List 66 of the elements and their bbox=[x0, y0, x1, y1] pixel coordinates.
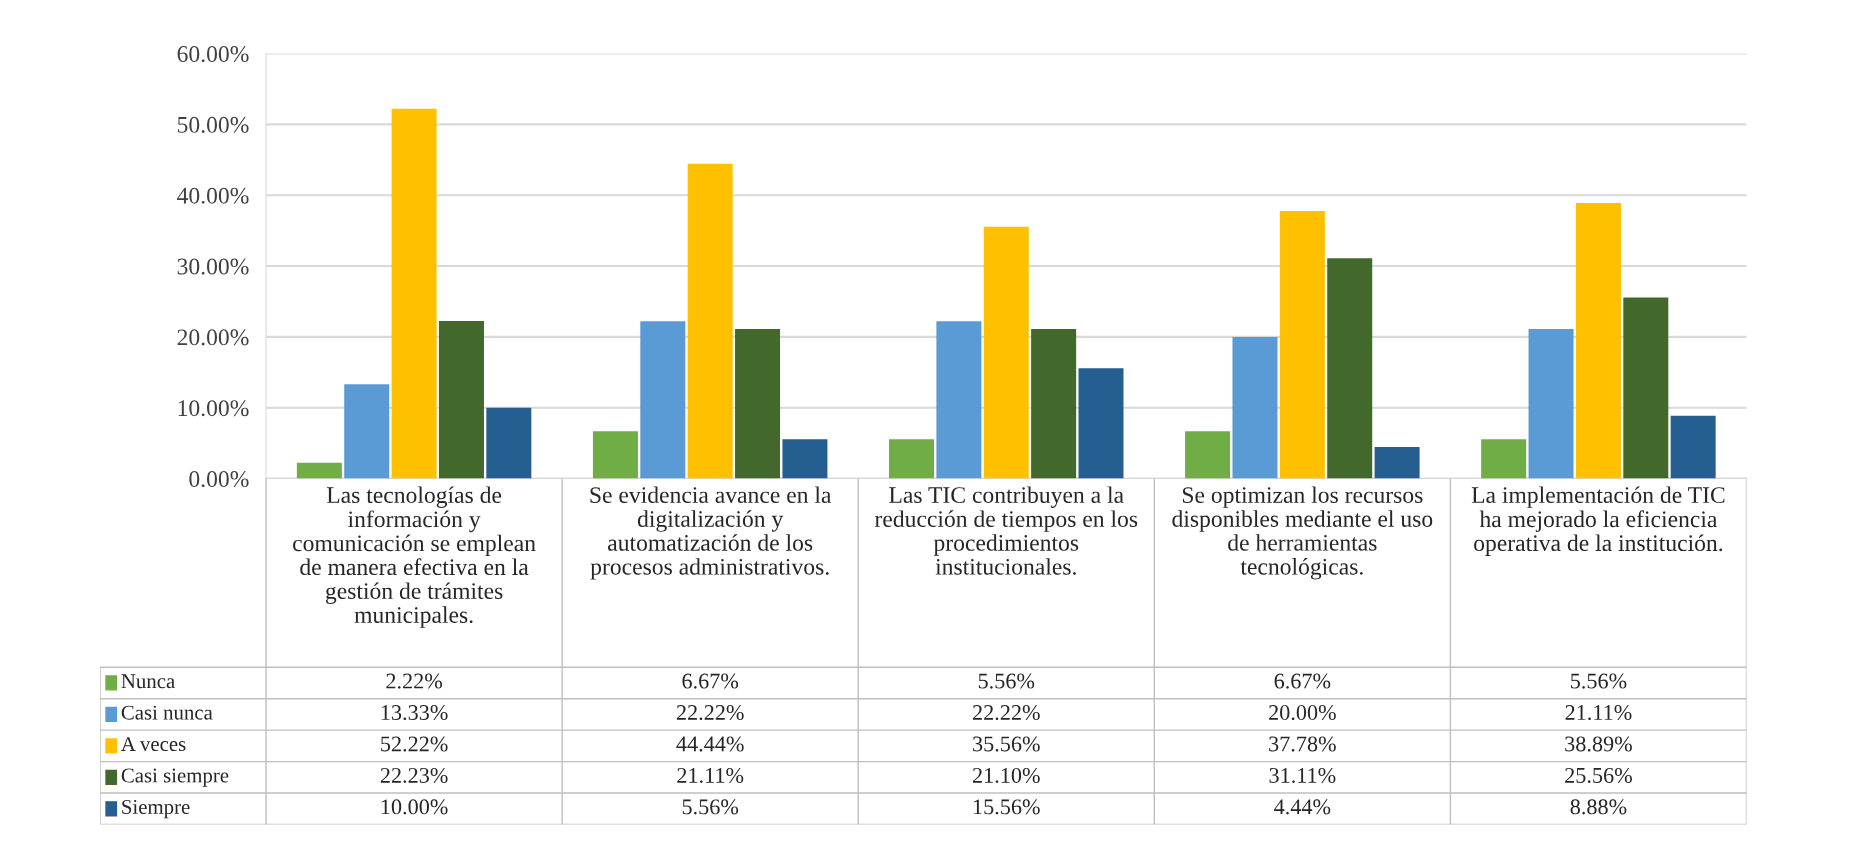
y-tick-label: 30.00% bbox=[177, 258, 249, 275]
data-label: 35.56% bbox=[973, 736, 1040, 752]
data-label: 21.11% bbox=[677, 767, 744, 783]
bar bbox=[391, 108, 437, 479]
y-tick-label: 60.00% bbox=[177, 46, 249, 63]
data-label: 25.56% bbox=[1565, 767, 1632, 783]
bar bbox=[1327, 258, 1373, 479]
data-label: 6.67% bbox=[682, 673, 739, 689]
data-label: 20.00% bbox=[1269, 704, 1336, 721]
bar bbox=[1528, 329, 1574, 479]
data-label: 52.22% bbox=[381, 736, 448, 752]
bar bbox=[1185, 431, 1231, 479]
legend-label: Casi siempre bbox=[121, 768, 229, 787]
data-label: 31.11% bbox=[1269, 767, 1336, 783]
bar bbox=[889, 439, 935, 479]
data-label: 22.23% bbox=[380, 767, 448, 783]
bar bbox=[438, 321, 484, 479]
x-tick-label: Se evidencia avance en la digitalización y automatización de los procesos administrativos. bbox=[590, 486, 832, 580]
legend-label: A veces bbox=[121, 737, 186, 752]
data-label: 38.89% bbox=[1565, 736, 1632, 752]
bar bbox=[1078, 368, 1124, 479]
data-label: 6.67% bbox=[1274, 673, 1331, 689]
bar bbox=[1031, 329, 1077, 479]
bar bbox=[344, 384, 390, 479]
bar bbox=[735, 329, 781, 479]
bar bbox=[983, 226, 1029, 479]
y-tick-label: 20.00% bbox=[177, 329, 249, 346]
bar bbox=[1670, 415, 1716, 479]
data-label: 21.10% bbox=[972, 767, 1040, 783]
x-tick-label: Las TIC contribuyen a la reducción de tiempos en los procedimientos institucionales. bbox=[874, 486, 1138, 575]
bar bbox=[687, 163, 733, 479]
bar bbox=[1374, 447, 1420, 479]
data-label: 5.56% bbox=[1571, 673, 1627, 689]
y-tick-label: 50.00% bbox=[177, 116, 249, 133]
bar bbox=[1623, 297, 1669, 479]
y-tick-label: 40.00% bbox=[177, 187, 249, 204]
data-label: 4.44% bbox=[1274, 799, 1331, 815]
data-label: 21.11% bbox=[1565, 704, 1632, 721]
x-tick-label: Las tecnologías de información y comunicación se emplean de manera efectiva en la gestión de trámites municipales. bbox=[293, 486, 536, 628]
y-tick-label: 10.00% bbox=[178, 400, 249, 417]
bar bbox=[640, 321, 686, 479]
data-label: 22.22% bbox=[676, 704, 744, 721]
data-label: 5.56% bbox=[682, 799, 739, 815]
data-label: 5.56% bbox=[978, 673, 1035, 689]
data-label: 15.56% bbox=[973, 799, 1040, 815]
bar bbox=[592, 431, 638, 479]
y-tick-label: 0.00% bbox=[189, 471, 249, 488]
data-label: 37.78% bbox=[1269, 736, 1336, 752]
legend-label: Casi nunca bbox=[121, 705, 213, 720]
bar bbox=[1232, 336, 1278, 479]
bar bbox=[1279, 210, 1325, 479]
data-label: 10.00% bbox=[381, 799, 448, 815]
legend-label: Nunca bbox=[121, 674, 175, 689]
legend-label: Siempre bbox=[122, 799, 190, 819]
data-label: 2.22% bbox=[386, 673, 443, 689]
x-tick-label: La implementación de TIC ha mejorado la eficiencia operativa de la institución. bbox=[1471, 486, 1725, 556]
bar bbox=[486, 407, 532, 479]
bar bbox=[296, 462, 342, 479]
bar bbox=[782, 439, 828, 479]
data-label: 8.88% bbox=[1570, 799, 1627, 815]
data-label: 44.44% bbox=[676, 736, 744, 752]
x-tick-label: Se optimizan los recursos disponibles mediante el uso de herramientas tecnológicas. bbox=[1172, 486, 1433, 580]
data-label: 13.33% bbox=[381, 704, 448, 721]
bar bbox=[1575, 203, 1621, 479]
bar bbox=[936, 321, 982, 479]
data-label: 22.22% bbox=[972, 704, 1040, 721]
